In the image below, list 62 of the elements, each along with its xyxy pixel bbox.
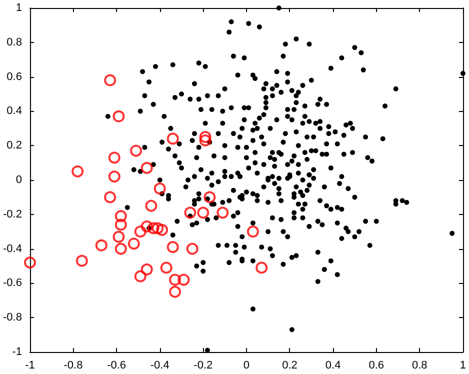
point bbox=[160, 262, 172, 274]
y-tick-label: -0.8 bbox=[2, 312, 22, 324]
x-tick-label: 0 bbox=[243, 360, 250, 372]
y-tick-label: 0.2 bbox=[6, 140, 22, 152]
x-tick-label: 0.2 bbox=[282, 360, 298, 372]
x-tick-label: -0.8 bbox=[64, 360, 83, 372]
point bbox=[140, 263, 153, 276]
point bbox=[204, 191, 216, 204]
point bbox=[256, 262, 268, 274]
point bbox=[114, 218, 127, 231]
point bbox=[104, 191, 116, 204]
x-tick-label: -1 bbox=[25, 360, 35, 372]
y-tick-label: 0.8 bbox=[6, 36, 22, 48]
point bbox=[199, 131, 212, 143]
point bbox=[169, 274, 182, 286]
y-tick-label: -1 bbox=[12, 346, 22, 358]
point bbox=[246, 226, 259, 238]
point bbox=[112, 230, 125, 243]
point bbox=[156, 224, 168, 236]
point bbox=[114, 242, 127, 255]
point bbox=[140, 162, 153, 174]
point bbox=[24, 256, 36, 269]
point bbox=[72, 165, 84, 178]
point bbox=[216, 206, 229, 219]
x-tick-label: 0.8 bbox=[412, 360, 428, 372]
y-tick-label: 0.4 bbox=[6, 105, 22, 118]
point bbox=[114, 210, 127, 222]
point bbox=[197, 206, 210, 219]
point bbox=[178, 274, 190, 286]
y-tick-label: 0.6 bbox=[6, 70, 22, 83]
point bbox=[108, 152, 120, 164]
y-tick-label: 1 bbox=[16, 2, 22, 14]
y-tick-label: -0.2 bbox=[2, 208, 22, 220]
point bbox=[112, 110, 125, 122]
point bbox=[130, 144, 142, 157]
point bbox=[166, 132, 179, 145]
point bbox=[154, 182, 166, 195]
point bbox=[166, 241, 179, 254]
point bbox=[145, 200, 158, 212]
point bbox=[140, 220, 153, 232]
y-tick-label: -0.4 bbox=[2, 242, 22, 255]
point bbox=[152, 222, 164, 234]
point bbox=[76, 254, 88, 267]
point bbox=[186, 242, 198, 255]
point bbox=[169, 286, 182, 298]
y-tick-label: -0.6 bbox=[2, 277, 22, 290]
y-tick-label: 0 bbox=[16, 174, 22, 186]
point bbox=[95, 239, 108, 252]
point bbox=[108, 170, 120, 183]
point bbox=[104, 74, 116, 86]
point bbox=[147, 222, 160, 234]
x-tick-label: 0.6 bbox=[368, 360, 384, 372]
x-tick-label: 1 bbox=[460, 360, 466, 372]
point bbox=[128, 238, 140, 250]
x-tick-label: -0.2 bbox=[194, 360, 213, 372]
point bbox=[184, 206, 196, 219]
x-tick-label: -0.4 bbox=[150, 360, 170, 372]
x-tick-label: 0.4 bbox=[325, 360, 341, 372]
point bbox=[199, 134, 212, 146]
point bbox=[134, 270, 146, 282]
point bbox=[134, 226, 146, 238]
x-tick-label: -0.6 bbox=[107, 360, 126, 372]
